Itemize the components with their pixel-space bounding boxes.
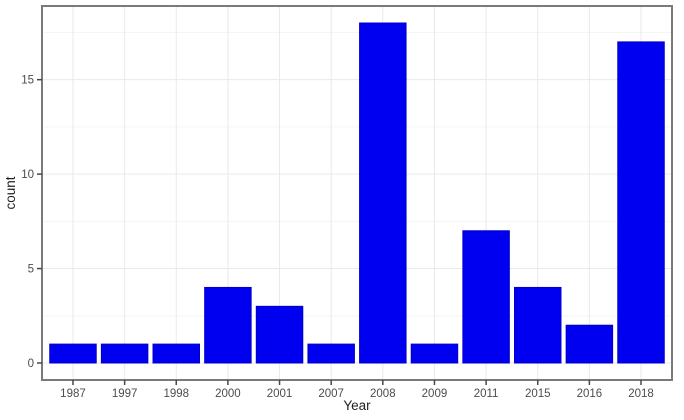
x-tick-label: 2008 (370, 388, 396, 400)
x-axis-title: Year (343, 398, 371, 413)
x-tick-label: 2015 (525, 388, 551, 400)
x-tick-label: 1997 (112, 388, 138, 400)
bar-1997 (100, 343, 149, 364)
plot-panel (42, 6, 672, 380)
bar-2018 (617, 41, 665, 364)
gridlines (42, 6, 672, 380)
x-tick-label: 2011 (474, 388, 499, 400)
x-tick-label: 2001 (267, 388, 293, 400)
bar-1987 (49, 343, 97, 364)
axis-ticks: 0 5 10 15 1987 1997 1998 2000 2001 2007 2008 2009 20… (21, 75, 654, 400)
x-tick-label: 1987 (60, 388, 86, 400)
x-tick-label: 2016 (577, 388, 603, 400)
bar-2011 (462, 230, 510, 364)
bar-2016 (565, 324, 614, 364)
y-tick-label: 10 (21, 169, 34, 181)
x-tick-label: 1998 (163, 388, 189, 400)
bar-2009 (410, 343, 459, 364)
x-tick-label: 2000 (215, 388, 241, 400)
y-tick-label: 15 (21, 75, 34, 87)
plot-panel-border (41, 5, 673, 381)
bars (49, 22, 665, 364)
bar-2001 (255, 305, 304, 364)
bar-2007 (307, 343, 355, 364)
y-tick-label: 5 (28, 264, 34, 276)
bar-2000 (204, 286, 252, 364)
x-tick-label: 2009 (422, 388, 448, 400)
x-tick-label: 2007 (318, 388, 344, 400)
bar-2008 (359, 22, 407, 364)
y-tick-label: 0 (28, 358, 34, 370)
bar-1998 (152, 343, 201, 364)
bar-2015 (514, 286, 562, 364)
x-tick-label: 2018 (628, 388, 654, 400)
y-axis-title: count (3, 176, 18, 209)
